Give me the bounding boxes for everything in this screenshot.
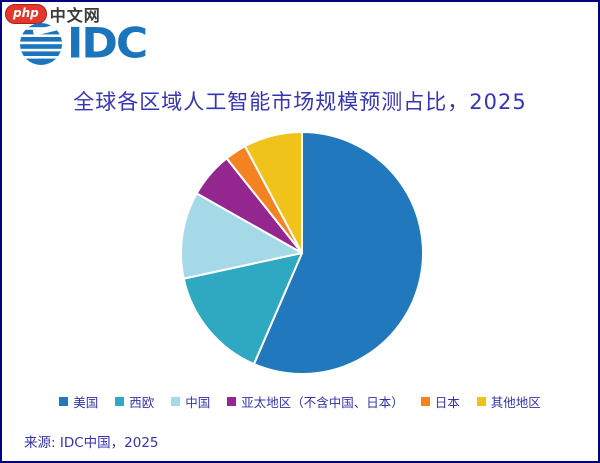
chart-legend: 美国 西欧 中国 亚太地区（不含中国、日本） 日本 其他地区 [2,392,598,411]
legend-swatch-2 [115,397,125,406]
legend-swatch-3 [171,397,181,406]
legend-label-4: 亚太地区（不含中国、日本） [241,395,404,410]
legend-item-1: 美国 [59,392,98,411]
legend-label-5: 日本 [434,395,460,410]
source-note: 来源: IDC中国，2025 [24,435,159,451]
pie-slice-6 [244,131,303,254]
pie-svg [180,131,424,375]
pie-slice-2 [182,252,303,366]
idc-logo: IDC [19,19,148,68]
legend-swatch-4 [227,397,237,406]
idc-globe-icon [20,23,62,65]
legend-item-4: 亚太地区（不含中国、日本） [227,392,404,411]
legend-swatch-1 [59,397,69,406]
pie-slice-1 [252,131,424,375]
idc-logo-text: IDC [67,19,148,68]
legend-item-6: 其他地区 [476,392,541,411]
legend-label-3: 中国 [185,395,211,410]
legend-label-6: 其他地区 [490,395,541,410]
legend-item-2: 西欧 [115,392,154,411]
legend-label-2: 西欧 [129,395,155,410]
legend-swatch-6 [476,397,486,406]
chart-title: 全球各区域人工智能市场规模预测占比，2025 [73,90,527,114]
pie-slice-3 [180,192,303,280]
legend-item-5: 日本 [420,392,460,411]
legend-label-1: 美国 [73,395,99,410]
pie-chart [177,128,427,378]
php-badge: php [5,4,47,24]
legend-swatch-5 [420,397,430,406]
watermark-label: 中文网 [49,6,101,25]
site-watermark: php 中文网 [5,4,101,25]
legend-item-3: 中国 [171,392,210,411]
